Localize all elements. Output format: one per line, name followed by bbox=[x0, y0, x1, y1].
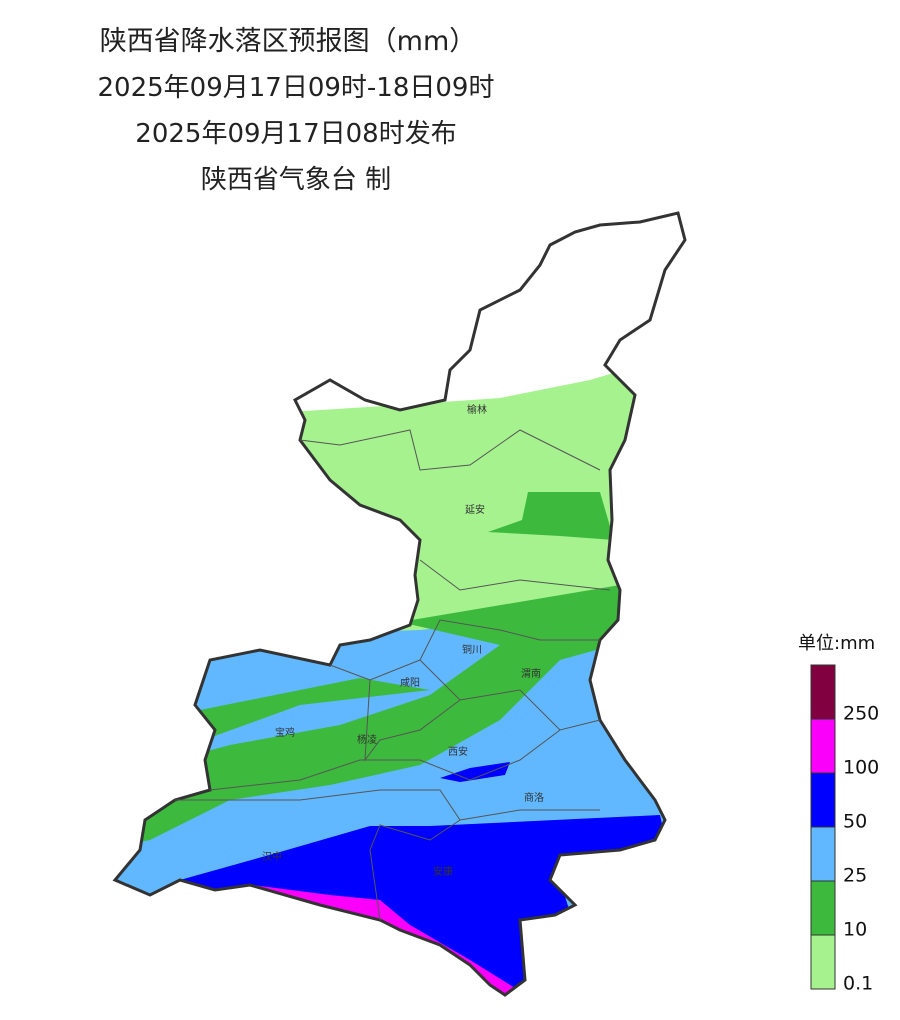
city-label: 榆林 bbox=[467, 403, 487, 416]
city-label: 汉中 bbox=[262, 850, 282, 863]
city-borders bbox=[175, 429, 611, 921]
rain-zone bbox=[190, 678, 430, 745]
legend-swatch bbox=[810, 880, 836, 936]
legend-label: 50 bbox=[843, 811, 867, 833]
rain-zone bbox=[115, 585, 632, 850]
legend-swatch bbox=[810, 718, 836, 774]
legend-label: 0.1 bbox=[843, 973, 873, 995]
producer: 陕西省气象台 制 bbox=[201, 165, 391, 195]
city-label: 咸阳 bbox=[400, 677, 420, 689]
city-label: 渭南 bbox=[521, 667, 541, 680]
legend-title: 单位:mm bbox=[798, 633, 875, 654]
city-label: 安康 bbox=[433, 865, 453, 878]
city-label: 宝鸡 bbox=[275, 726, 295, 739]
legend-swatch bbox=[810, 934, 836, 990]
city-label: 铜川 bbox=[462, 644, 482, 656]
title: 陕西省降水落区预报图（mm） bbox=[100, 26, 477, 57]
rain-zone bbox=[488, 492, 614, 540]
legend-swatch bbox=[810, 826, 836, 882]
legend-label: 10 bbox=[843, 919, 867, 941]
city-label: 西安 bbox=[448, 745, 468, 758]
city-label: 延安 bbox=[465, 503, 485, 516]
legend-label: 250 bbox=[843, 703, 879, 725]
legend-swatch bbox=[810, 772, 836, 828]
legend-swatch bbox=[810, 664, 836, 720]
rain-zone bbox=[440, 762, 510, 782]
city-label: 杨凌 bbox=[357, 733, 377, 746]
legend-label: 100 bbox=[843, 757, 879, 779]
period: 2025年09月17日09时-18日09时 bbox=[98, 73, 495, 103]
issued: 2025年09月17日08时发布 bbox=[135, 119, 456, 149]
legend-label: 25 bbox=[843, 865, 867, 887]
city-label: 商洛 bbox=[524, 791, 544, 804]
